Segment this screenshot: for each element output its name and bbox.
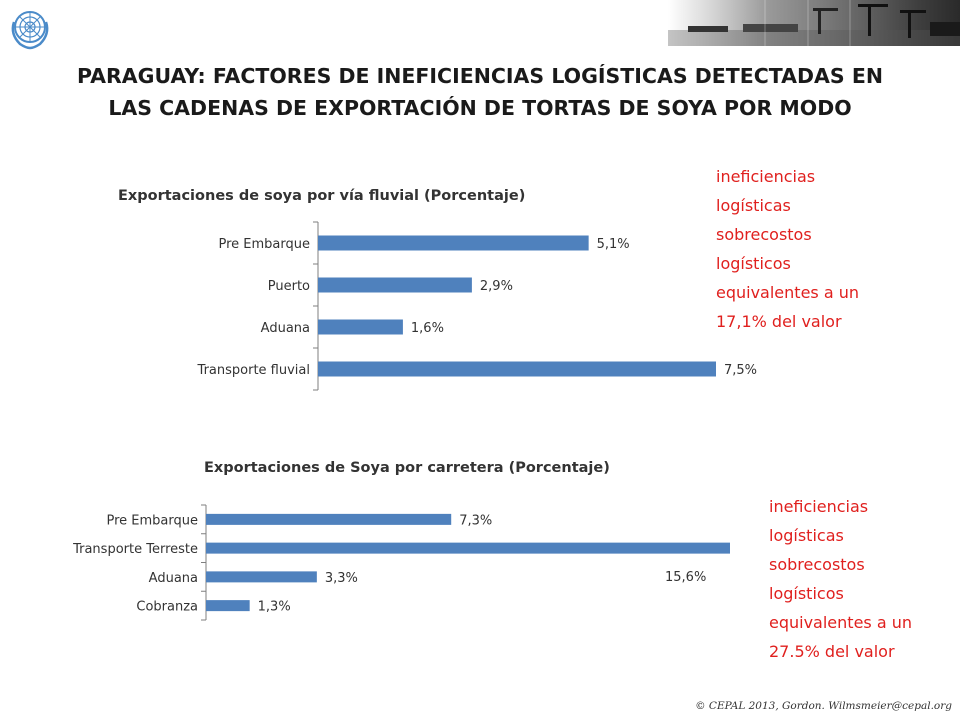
note-line: equivalentes a un [769,613,912,632]
chart2-bar [206,513,452,525]
note-line: 27.5% del valor [769,642,895,661]
chart2-category-label: Aduana [149,571,198,586]
footer-credit: © CEPAL 2013, Gordon. Wilmsmeier@cepal.o… [695,700,952,712]
page-title-line-2: LAS CADENAS DE EXPORTACIÓN DE TORTAS DE … [108,96,852,120]
chart2-title: Exportaciones de Soya por carretera (Por… [204,460,610,476]
chart1-value-label: 5,1% [597,237,630,252]
chart2-value-label: 7,3% [459,513,492,528]
chart1-value-label: 2,9% [480,279,513,294]
note-line: logísticos [769,584,844,603]
chart1-bar [318,277,472,293]
chart2-category-label: Cobranza [136,600,198,615]
page-title-line-1: PARAGUAY: FACTORES DE INEFICIENCIAS LOGÍ… [77,64,883,88]
note-carretera: ineficiencias logísticas sobrecostos log… [769,492,912,666]
chart1-category-label: Pre Embarque [218,237,310,252]
note-line: 17,1% del valor [716,312,842,331]
note-line: sobrecostos [769,555,865,574]
chart1-category-label: Aduana [261,321,310,336]
chart2-category-label: Pre Embarque [106,513,198,528]
chart1-bar [318,319,403,335]
chart1-title: Exportaciones de soya por vía fluvial (P… [118,188,526,204]
chart1-category-label: Transporte fluvial [197,363,310,378]
note-line: ineficiencias [769,497,869,516]
note-fluvial: ineficiencias logísticas sobrecostos log… [716,162,859,336]
un-emblem-icon [11,11,49,50]
note-line: logísticos [716,254,791,273]
chart1-value-label: 1,6% [411,321,444,336]
chart1-bar [318,361,716,377]
chart2-category-label: Transporte Terreste [72,542,198,557]
chart2-value-label: 3,3% [325,571,358,586]
note-line: sobrecostos [716,225,812,244]
note-line: logísticas [716,196,791,215]
chart1-bar [318,235,589,251]
chart2-value-label: 1,3% [258,600,291,615]
page-title: PARAGUAY: FACTORES DE INEFICIENCIAS LOGÍ… [30,60,930,124]
port-photo-strip [668,0,960,46]
chart2-bar [206,571,317,583]
note-line: logísticas [769,526,844,545]
chart2-bar [206,542,730,554]
chart2-value-label: 15,6% [665,570,706,585]
note-line: equivalentes a un [716,283,859,302]
note-line: ineficiencias [716,167,816,186]
chart1-category-label: Puerto [268,279,310,294]
chart2-bar [206,600,250,612]
chart1-value-label: 7,5% [724,363,757,378]
